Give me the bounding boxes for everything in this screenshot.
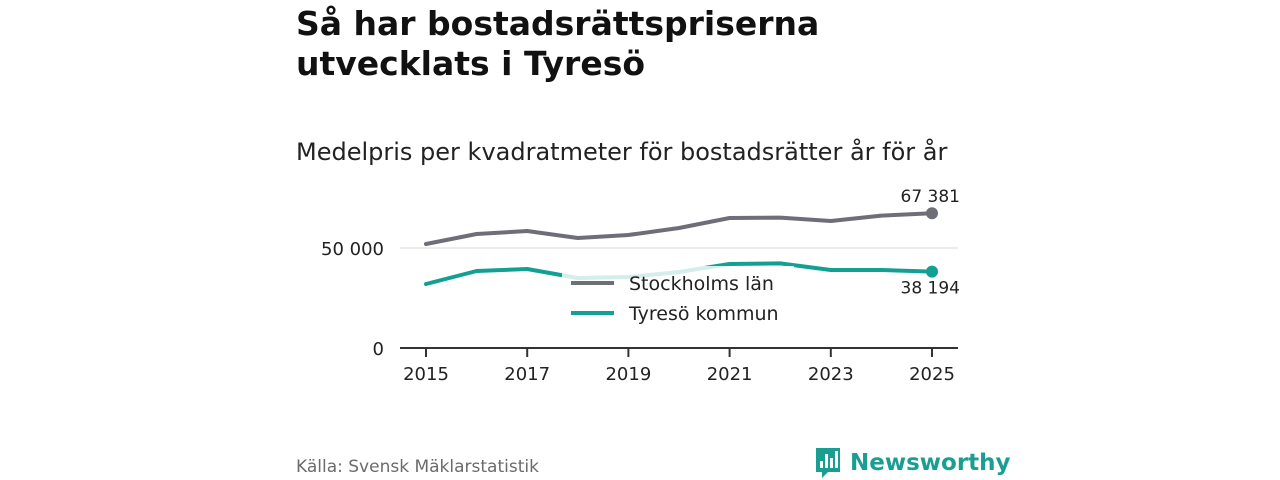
label-layer: 67 381 38 194 (901, 187, 960, 298)
legend-label: Tyresö kommun (628, 303, 779, 325)
end-point-marker (926, 207, 938, 220)
newsworthy-logo-icon (816, 448, 840, 478)
x-tick-label: 2015 (403, 364, 449, 385)
x-tick-label: 2025 (909, 364, 955, 385)
source-note: Källa: Svensk Mäklarstatistik (296, 457, 539, 477)
end-value-label: 67 381 (901, 187, 960, 207)
x-tick-label: 2017 (504, 364, 550, 385)
end-value-label: 38 194 (901, 279, 960, 299)
axis-layer: 0 50 000 2015 2017 2019 2021 2023 2025 (321, 239, 958, 385)
series-line-stockholms-lan (424, 211, 934, 246)
legend-background (562, 266, 794, 328)
y-tick-label: 50 000 (321, 239, 384, 260)
chart-subtitle: Medelpris per kvadratmeter för bostadsrä… (296, 138, 948, 166)
y-tick-label: 0 (373, 339, 384, 360)
x-tick-label: 2023 (808, 364, 854, 385)
legend-layer: Stockholms län Tyresö kommun (562, 266, 794, 328)
brand-name: Newsworthy (850, 450, 1011, 476)
x-tick-label: 2021 (707, 364, 753, 385)
brand[interactable]: Newsworthy (814, 446, 1011, 480)
page-title: Så har bostadsrättspriserna utvecklats i… (296, 4, 820, 83)
end-point-marker (926, 265, 938, 278)
legend-label: Stockholms län (629, 273, 774, 295)
x-tick-label: 2019 (605, 364, 651, 385)
